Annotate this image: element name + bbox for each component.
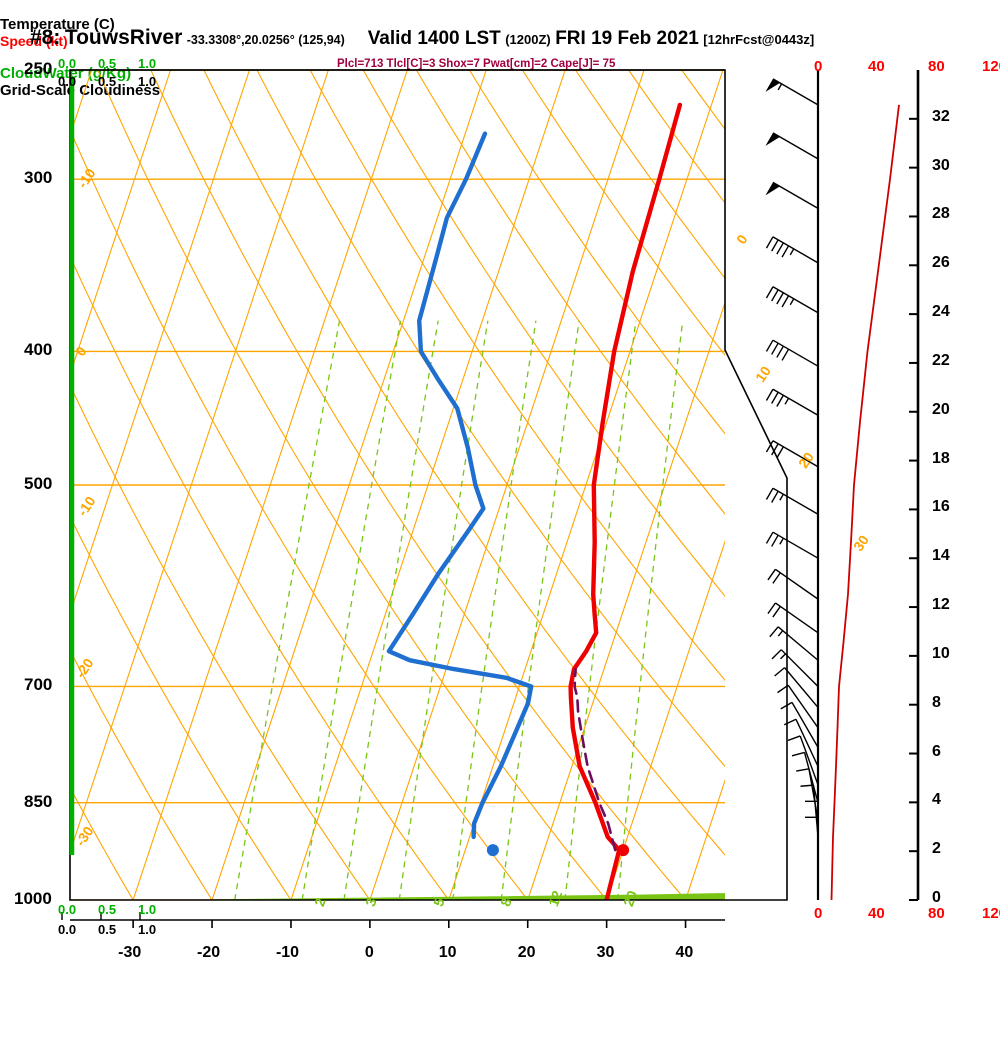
temperature-tick-10: 10: [438, 944, 457, 961]
cloudwater-bottom-tick-2: 1.0: [138, 902, 157, 917]
pressure-tick-300: 300: [24, 168, 53, 188]
pressure-tick-850: 850: [24, 791, 53, 811]
height-tick-12: 12: [932, 596, 950, 614]
height-tick-18: 18: [932, 449, 950, 467]
speed-axis-label: Speed (kt): [0, 33, 68, 49]
speed-bottom-tick-80: 80: [928, 905, 945, 922]
cloudiness-axis-label: Grid-Scale Cloudiness: [0, 82, 161, 99]
pressure-tick-400: 400: [24, 340, 53, 360]
temperature-tick-20: 20: [517, 944, 536, 961]
cloudiness-bottom-tick-0: 0.0: [58, 922, 77, 937]
height-axis-panel: [830, 70, 920, 901]
speed-bottom-tick-40: 40: [868, 905, 885, 922]
surface-dewpoint-dot: [486, 844, 499, 857]
height-tick-10: 10: [932, 644, 950, 662]
temperature-curve: [568, 102, 683, 900]
wind-speed-profile-curve: [830, 104, 900, 901]
temperature-tick-0: 0: [364, 944, 374, 961]
dewpoint-curve: [386, 131, 534, 840]
cloudwater-bottom-tick-0: 0.0: [58, 902, 77, 917]
height-tick-8: 8: [932, 693, 941, 711]
speed-top-tick-40: 40: [868, 58, 885, 75]
parcel-path-curve: [573, 667, 617, 852]
cloudwater-bottom-tick-1: 0.5: [98, 902, 117, 917]
valid-time: Valid 1400 LST: [367, 28, 501, 49]
temperature-tick--20: -20: [197, 944, 221, 961]
speed-bottom-tick-0: 0: [814, 905, 823, 922]
skewt-grid: [70, 70, 725, 900]
wind-barb-panel: [765, 70, 820, 900]
height-tick-6: 6: [932, 742, 941, 760]
speed-top-tick-0: 0: [814, 58, 823, 75]
pressure-tick-700: 700: [24, 675, 53, 695]
height-tick-14: 14: [932, 547, 950, 565]
height-tick-20: 20: [932, 400, 950, 418]
forecast-tag: [12hrFcst@0443z]: [703, 32, 815, 47]
sounding-stats: Plcl=713 Tlcl[C]=3 Shox=7 Pwat[cm]=2 Cap…: [337, 58, 616, 70]
pressure-tick-500: 500: [24, 474, 53, 493]
temperature-tick--30: -30: [118, 944, 142, 961]
valid-date: FRI 19 Feb 2021: [555, 28, 699, 49]
cloudwater-top-tick-0: 0.0: [58, 56, 77, 71]
height-tick-4: 4: [932, 791, 941, 809]
temperature-tick--10: -10: [275, 944, 300, 961]
cloudiness-bottom-tick-2: 1.0: [138, 922, 157, 937]
skewt-diagram: [61, 69, 920, 928]
sounding-curves: [386, 102, 683, 900]
cloudiness-top-tick-1: 0.5: [98, 74, 117, 89]
temperature-tick-30: 30: [596, 944, 615, 961]
cloudiness-top-tick-2: 1.0: [138, 74, 157, 89]
valid-utc: (1200Z): [505, 32, 551, 47]
cloudiness-top-tick-0: 0.0: [58, 74, 77, 89]
header: #8: TouwsRiver -33.3308°,20.0256° (125,9…: [0, 26, 1000, 52]
height-tick-16: 16: [932, 498, 950, 516]
height-tick-30: 30: [932, 156, 950, 174]
speed-top-tick-80: 80: [928, 58, 945, 75]
cloudwater-top-tick-2: 1.0: [138, 56, 157, 71]
speed-top-tick-120: 120: [982, 58, 1000, 75]
height-tick-2: 2: [932, 840, 941, 858]
station-id: #8:: [30, 26, 61, 49]
height-tick-32: 32: [932, 107, 950, 125]
height-tick-26: 26: [932, 254, 950, 272]
station-name: TouwsRiver: [64, 26, 183, 49]
pressure-tick-1000: 1000: [14, 889, 52, 908]
height-tick-28: 28: [932, 205, 950, 223]
title-line: #8: TouwsRiver -33.3308°,20.0256° (125,9…: [30, 26, 814, 50]
cloudiness-bottom-tick-1: 0.5: [98, 922, 117, 937]
plot-frame: [61, 69, 788, 928]
height-tick-0: 0: [932, 889, 941, 906]
speed-bottom-tick-120: 120: [982, 905, 1000, 922]
height-tick-22: 22: [932, 351, 950, 369]
height-tick-24: 24: [932, 303, 950, 321]
cloudwater-top-tick-1: 0.5: [98, 56, 117, 71]
pressure-tick-250: 250: [24, 59, 53, 78]
temperature-axis-label: Temperature (C): [0, 16, 115, 33]
surface-temperature-dot: [617, 844, 630, 857]
temperature-tick-40: 40: [675, 944, 694, 961]
station-coords: -33.3308°,20.0256° (125,94): [186, 33, 345, 47]
